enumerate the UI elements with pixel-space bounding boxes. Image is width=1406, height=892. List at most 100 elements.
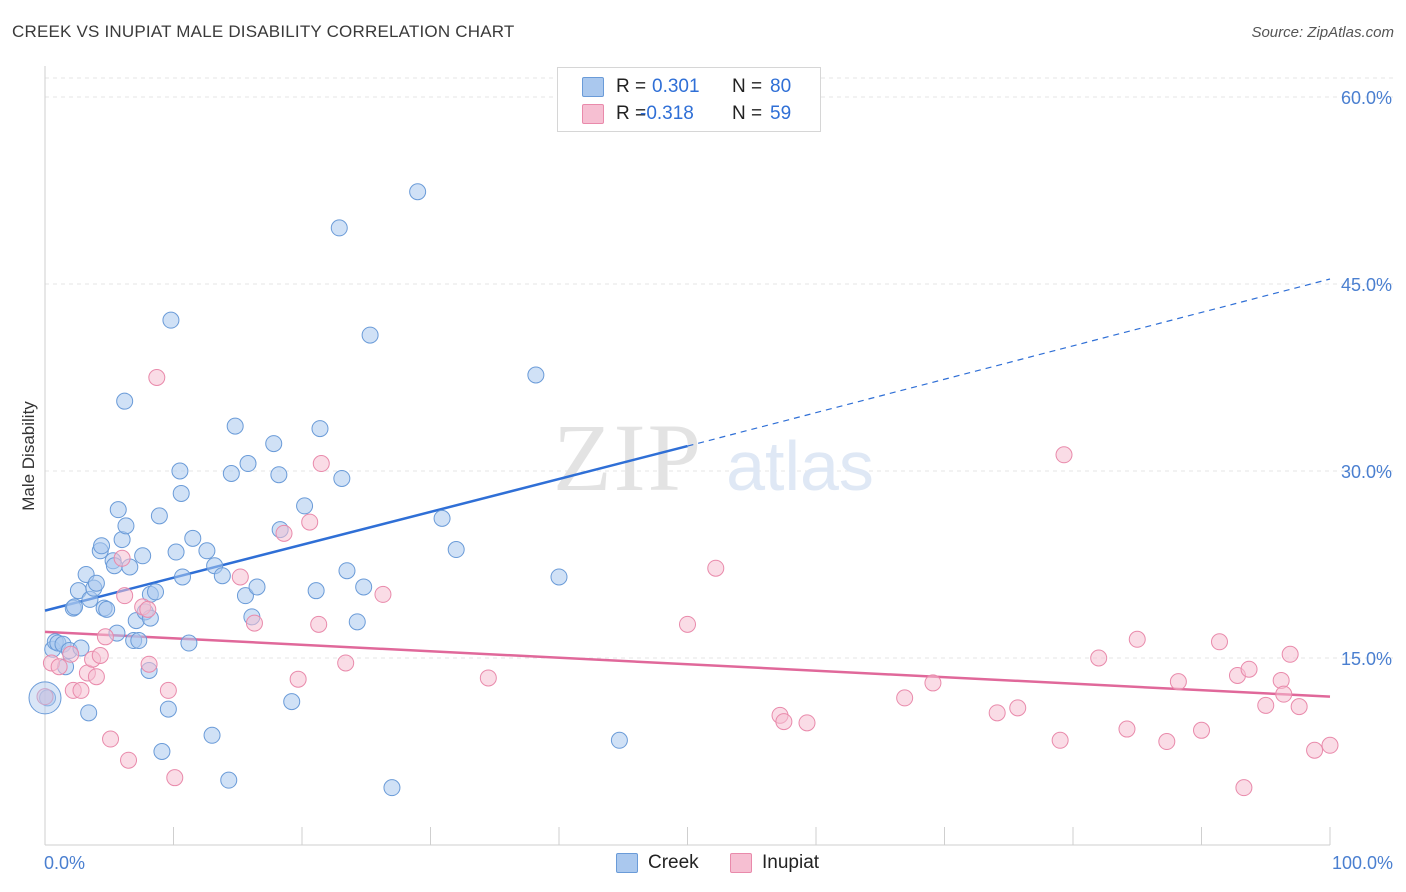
inupiat-point	[1090, 649, 1108, 667]
inupiat-point	[988, 704, 1006, 722]
creek-point	[180, 634, 198, 652]
y-tick-label: 60.0%	[1341, 88, 1392, 108]
inupiat-point	[1321, 736, 1339, 754]
inupiat-point	[1193, 721, 1210, 739]
x-tick-label: 0.0%	[44, 853, 85, 873]
creek-point	[109, 501, 127, 519]
creek-point	[198, 542, 216, 560]
creek-point	[296, 497, 314, 515]
inupiat-point	[96, 628, 114, 646]
inupiat-point	[50, 658, 68, 676]
legend: R = 0.301 N = 80 R = -0.318 N = 59	[557, 67, 821, 132]
creek-point	[117, 517, 135, 535]
inupiat-point	[116, 587, 134, 605]
creek-point	[220, 771, 238, 789]
inupiat-point	[1055, 446, 1073, 464]
inupiat-point	[896, 689, 914, 707]
inupiat-point	[120, 751, 138, 769]
trend-lines	[44, 278, 1331, 698]
creek-point	[355, 578, 373, 596]
y-axis-label: Male Disability	[19, 401, 38, 511]
creek-point	[265, 435, 283, 453]
bottom-legend-swatch-inupiat	[730, 853, 752, 873]
inupiat-point	[1158, 733, 1176, 751]
legend-swatch-inupiat	[582, 104, 604, 124]
creek-point	[153, 743, 171, 760]
inupiat-point	[679, 615, 696, 633]
creek-point	[361, 326, 379, 344]
inupiat-point	[87, 668, 105, 686]
inupiat-point	[924, 674, 942, 692]
inupiat-point	[140, 655, 158, 673]
y-tick-label: 45.0%	[1341, 275, 1392, 295]
creek-trend-extension	[687, 278, 1331, 447]
inupiat-point	[301, 513, 319, 531]
source-label: Source: ZipAtlas.com	[1251, 24, 1394, 41]
creek-point	[159, 700, 177, 718]
creek-point	[610, 731, 628, 749]
creek-point	[433, 509, 451, 527]
inupiat-point	[1169, 673, 1187, 691]
inupiat-point	[72, 681, 90, 699]
creek-point	[550, 568, 568, 586]
inupiat-point	[102, 730, 120, 748]
axes	[44, 66, 1331, 846]
creek-point	[130, 632, 148, 650]
creek-point	[447, 541, 465, 559]
creek-point	[348, 613, 366, 631]
creek-point	[307, 582, 325, 600]
inupiat-point	[310, 615, 328, 633]
legend-n-label: N =	[732, 103, 763, 124]
legend-swatch-creek	[582, 77, 604, 97]
watermark-atlas: atlas	[726, 427, 874, 505]
inupiat-point	[231, 568, 249, 586]
creek-point	[283, 693, 301, 711]
inupiat-point	[139, 600, 157, 618]
inupiat-point	[1235, 779, 1253, 797]
creek-trend-line	[44, 444, 688, 612]
inupiat-point	[245, 614, 263, 632]
creek-point	[93, 537, 111, 555]
inupiat-point	[289, 670, 307, 688]
creek-point	[171, 462, 189, 480]
creek-point	[167, 543, 185, 561]
legend-n-value-inupiat: 59	[770, 103, 792, 124]
legend-n-value-creek: 80	[770, 76, 792, 97]
creek-point	[222, 464, 240, 482]
inupiat-point	[1275, 685, 1293, 703]
inupiat-point	[159, 681, 177, 699]
inupiat-point	[312, 455, 330, 473]
creek-point	[134, 547, 152, 565]
inupiat-point	[1210, 633, 1228, 651]
legend-r-label: R =	[616, 103, 647, 124]
bottom-legend-swatch-creek	[616, 853, 638, 873]
legend-r-value-inupiat: -0.318	[640, 103, 694, 124]
creek-point	[248, 578, 266, 596]
inupiat-point	[1118, 720, 1136, 738]
inupiat-point	[36, 688, 54, 706]
inupiat-point	[1272, 671, 1290, 689]
creek-point	[87, 574, 105, 592]
creek-point	[213, 567, 231, 585]
creek-point	[28, 681, 62, 715]
legend-r-value-creek: 0.301	[652, 76, 700, 97]
inupiat-point	[275, 524, 293, 542]
tick-labels: 15.0% 30.0% 45.0% 60.0% 0.0% 100.0%	[44, 88, 1393, 873]
creek-point	[236, 587, 254, 605]
inupiat-point	[775, 713, 793, 731]
creek-point	[311, 420, 329, 438]
inupiat-point	[374, 585, 392, 603]
creek-point	[172, 484, 190, 502]
y-tick-label: 15.0%	[1341, 649, 1392, 669]
inupiat-point	[337, 654, 355, 672]
inupiat-point	[479, 669, 497, 687]
creek-point	[66, 598, 84, 616]
bottom-legend-label-creek: Creek	[648, 852, 699, 873]
creek-point	[150, 507, 168, 525]
creek-point	[162, 311, 180, 329]
creek-point	[383, 779, 401, 797]
data-points	[28, 183, 1339, 797]
creek-point	[203, 726, 221, 744]
inupiat-point	[91, 647, 109, 665]
